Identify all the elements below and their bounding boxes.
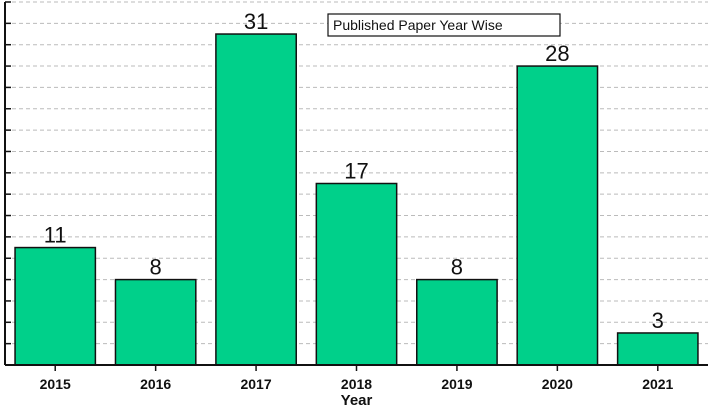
legend: Published Paper Year Wise — [327, 13, 561, 37]
bar-2017 — [215, 33, 297, 366]
bar-2018 — [315, 182, 398, 366]
bar-2021 — [616, 332, 699, 366]
x-axis-title: Year — [341, 392, 373, 409]
bar-2019 — [416, 278, 498, 366]
legend-box — [327, 13, 561, 37]
bar-value-label: 8 — [451, 255, 463, 280]
x-tick-label: 2017 — [240, 376, 271, 392]
legend-text: Published Paper Year Wise — [333, 17, 503, 33]
bar-value-label: 3 — [652, 308, 664, 333]
bar-value-label: 11 — [44, 223, 67, 248]
bar-2016 — [114, 278, 197, 366]
x-tick-label: 2020 — [542, 376, 573, 392]
bar-2020 — [516, 65, 599, 366]
bar-value-label: 17 — [344, 159, 368, 184]
bar-value-label: 8 — [150, 255, 162, 280]
bar-2015 — [14, 246, 97, 366]
bar-value-label: 28 — [545, 41, 569, 66]
labels: 11 2015 8 2016 31 2017 17 2018 8 2019 28 2020 3 2021 — [40, 9, 674, 392]
x-tick-label: 2016 — [140, 376, 171, 392]
x-tick-label: 2015 — [40, 376, 71, 392]
x-tick-label: 2021 — [642, 376, 673, 392]
x-tick-label: 2019 — [441, 376, 472, 392]
bar-value-label: 31 — [244, 9, 268, 34]
x-tick-label: 2018 — [341, 376, 372, 392]
bars — [14, 33, 699, 366]
